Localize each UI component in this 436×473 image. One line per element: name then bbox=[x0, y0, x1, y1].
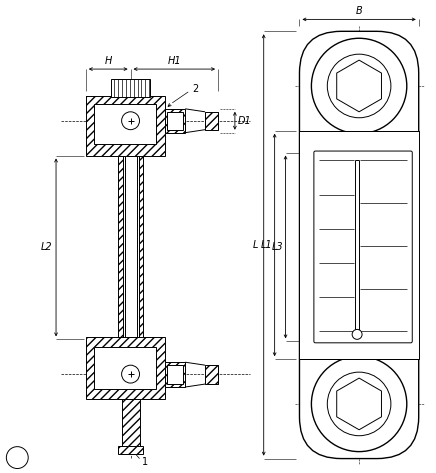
Text: H: H bbox=[105, 56, 112, 66]
Circle shape bbox=[122, 112, 140, 130]
Polygon shape bbox=[337, 60, 382, 112]
Bar bbox=[86, 337, 165, 399]
Text: 175: 175 bbox=[324, 158, 338, 164]
Text: 80: 80 bbox=[396, 158, 405, 164]
Circle shape bbox=[7, 447, 28, 469]
Bar bbox=[300, 131, 419, 359]
Bar bbox=[165, 109, 185, 132]
Bar bbox=[167, 365, 183, 384]
Text: L1: L1 bbox=[261, 240, 272, 250]
Text: 50: 50 bbox=[327, 328, 336, 334]
Bar bbox=[165, 362, 185, 387]
Text: 100: 100 bbox=[324, 260, 338, 266]
Circle shape bbox=[327, 372, 391, 436]
Text: B: B bbox=[356, 7, 362, 17]
Circle shape bbox=[352, 329, 362, 339]
Bar bbox=[165, 362, 185, 387]
Bar bbox=[118, 156, 143, 339]
Bar bbox=[86, 96, 165, 156]
Bar bbox=[118, 446, 143, 454]
Circle shape bbox=[327, 54, 391, 118]
Bar bbox=[94, 104, 157, 144]
FancyBboxPatch shape bbox=[300, 31, 419, 459]
Circle shape bbox=[311, 356, 407, 452]
Text: 2: 2 bbox=[192, 84, 198, 94]
Bar bbox=[122, 399, 140, 454]
Text: L3: L3 bbox=[272, 242, 283, 252]
Bar bbox=[167, 112, 183, 130]
FancyBboxPatch shape bbox=[314, 151, 412, 343]
Text: 125: 125 bbox=[325, 226, 338, 232]
Bar bbox=[111, 79, 150, 97]
Text: 1: 1 bbox=[143, 456, 149, 466]
Text: 40: 40 bbox=[396, 243, 405, 249]
Text: L: L bbox=[253, 240, 259, 250]
Bar bbox=[118, 446, 143, 454]
Text: 60: 60 bbox=[396, 200, 405, 206]
Text: D1: D1 bbox=[238, 116, 252, 126]
Text: 0: 0 bbox=[399, 328, 403, 334]
Text: L2: L2 bbox=[40, 243, 52, 253]
Text: 75: 75 bbox=[327, 294, 336, 300]
Text: °C: °C bbox=[396, 155, 405, 164]
Text: 20: 20 bbox=[396, 286, 405, 292]
Bar bbox=[122, 399, 140, 454]
Text: B: B bbox=[13, 453, 21, 463]
Circle shape bbox=[311, 38, 407, 134]
Bar bbox=[205, 112, 218, 130]
Bar bbox=[86, 96, 165, 156]
Text: °F: °F bbox=[323, 155, 331, 164]
Bar bbox=[205, 365, 218, 384]
Bar bbox=[205, 365, 218, 384]
Bar bbox=[118, 156, 143, 339]
Text: H1: H1 bbox=[167, 56, 181, 66]
Bar bbox=[94, 347, 157, 389]
Text: 150: 150 bbox=[324, 192, 338, 198]
Bar bbox=[165, 109, 185, 132]
Bar bbox=[86, 337, 165, 399]
Circle shape bbox=[122, 365, 140, 383]
Polygon shape bbox=[337, 378, 382, 430]
Bar bbox=[205, 112, 218, 130]
Bar bbox=[123, 156, 139, 339]
